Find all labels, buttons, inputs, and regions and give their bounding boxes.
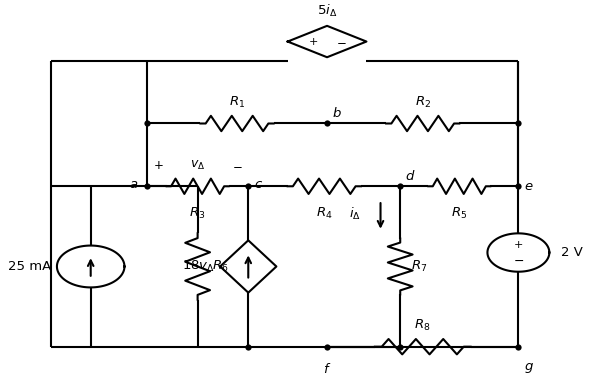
Text: 25 mA: 25 mA bbox=[8, 260, 51, 273]
Text: $v_\Delta$: $v_\Delta$ bbox=[190, 159, 205, 172]
Text: $5i_\Delta$: $5i_\Delta$ bbox=[317, 3, 337, 19]
Text: $d$: $d$ bbox=[405, 169, 415, 183]
Text: $c$: $c$ bbox=[254, 178, 263, 191]
Text: $i_\Delta$: $i_\Delta$ bbox=[349, 206, 361, 222]
Text: $R_3$: $R_3$ bbox=[189, 206, 206, 220]
Text: $18v_\Delta$: $18v_\Delta$ bbox=[182, 259, 215, 274]
Text: $R_5$: $R_5$ bbox=[451, 206, 467, 220]
Text: $+$: $+$ bbox=[308, 36, 318, 47]
Text: $-$: $-$ bbox=[513, 254, 524, 267]
Text: $f$: $f$ bbox=[323, 363, 331, 376]
Text: $R_4$: $R_4$ bbox=[316, 206, 333, 220]
Text: $b$: $b$ bbox=[332, 106, 342, 120]
Text: $R_2$: $R_2$ bbox=[415, 95, 431, 110]
Text: $a$: $a$ bbox=[129, 178, 139, 191]
Text: $R_6$: $R_6$ bbox=[212, 259, 228, 274]
Text: $-$: $-$ bbox=[232, 159, 242, 172]
Text: $-$: $-$ bbox=[336, 35, 346, 48]
Text: $e$: $e$ bbox=[524, 180, 533, 193]
Text: $g$: $g$ bbox=[524, 361, 534, 375]
Text: $+$: $+$ bbox=[513, 239, 523, 250]
Text: $R_1$: $R_1$ bbox=[229, 95, 245, 110]
Text: $R_8$: $R_8$ bbox=[415, 318, 431, 333]
Text: $+$: $+$ bbox=[153, 159, 163, 172]
Text: 2 V: 2 V bbox=[560, 246, 582, 259]
Text: $R_7$: $R_7$ bbox=[411, 259, 428, 274]
